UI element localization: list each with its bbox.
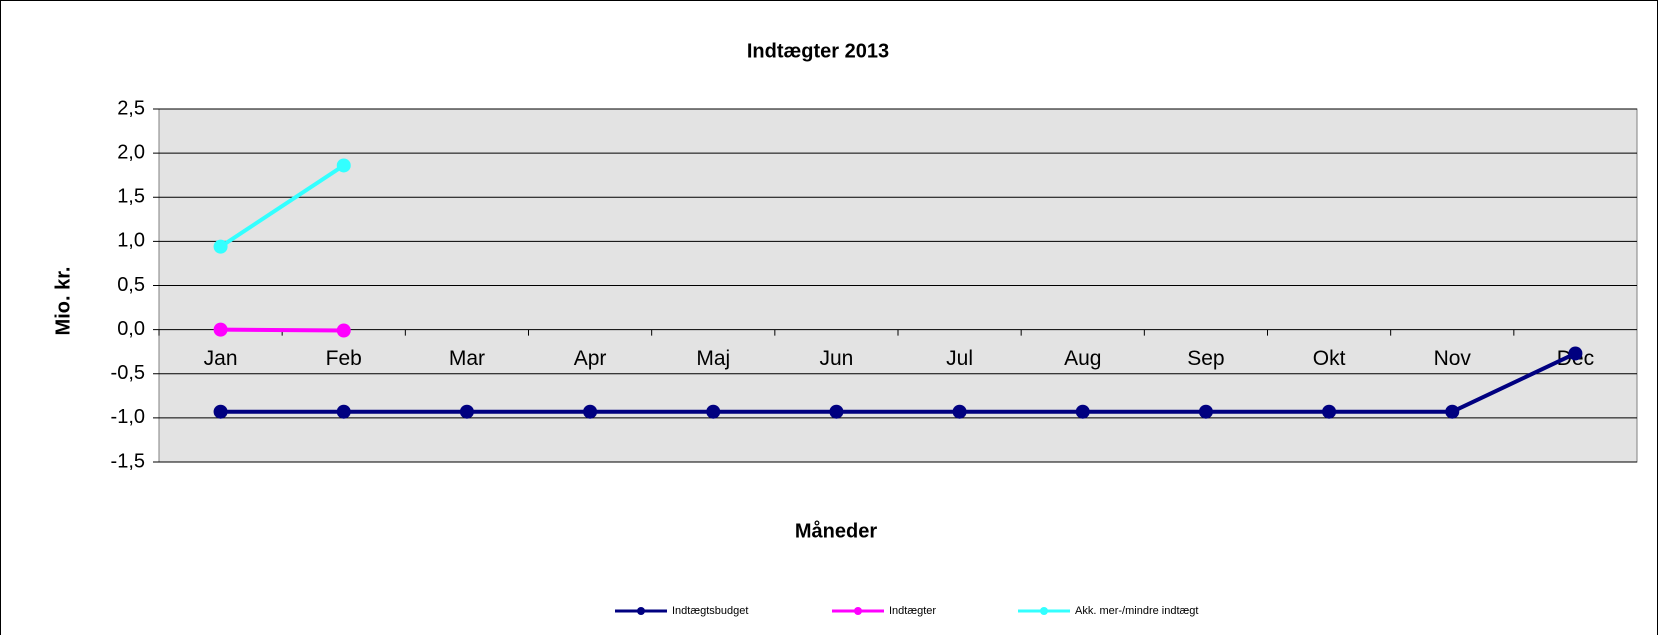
x-tick-label: Jun: [819, 347, 853, 370]
data-point: [1075, 404, 1090, 419]
x-tick-label: Apr: [574, 347, 607, 370]
data-point: [213, 404, 228, 419]
series-line: [220, 327, 344, 333]
x-tick-label: Mar: [449, 347, 485, 370]
series-line: [220, 351, 1577, 414]
data-point: [952, 404, 967, 419]
y-tick-label: -0,5: [111, 362, 145, 384]
x-axis-label: Måneder: [795, 519, 877, 542]
legend-label: Akk. mer-/mindre indtægt: [1075, 605, 1198, 617]
chart-title: Indtægter 2013: [747, 40, 889, 62]
legend-label: Indtægtsbudget: [672, 605, 748, 617]
data-point: [336, 323, 351, 338]
x-tick-label: Feb: [326, 347, 362, 370]
data-point: [459, 404, 474, 419]
data-point: [213, 239, 228, 254]
x-tick-label: Okt: [1313, 347, 1346, 370]
y-tick-label: 0,0: [117, 318, 145, 340]
x-tick-label: Jan: [204, 347, 238, 370]
series-line: [219, 163, 345, 249]
y-tick-label: 2,5: [117, 97, 145, 119]
legend-marker: [1040, 607, 1048, 615]
data-point: [829, 404, 844, 419]
data-point: [213, 322, 228, 337]
legend-marker: [854, 607, 862, 615]
data-point: [1568, 346, 1583, 361]
y-tick-label: -1,0: [111, 406, 145, 428]
data-point: [706, 404, 721, 419]
legend-marker: [637, 607, 645, 615]
y-tick-label: -1,5: [111, 450, 145, 472]
y-tick-label: 1,0: [117, 230, 145, 252]
data-point: [1322, 404, 1337, 419]
x-tick-label: Maj: [696, 347, 730, 370]
data-point: [336, 158, 351, 173]
x-tick-label: Sep: [1187, 347, 1224, 370]
data-point: [1198, 404, 1213, 419]
legend-label: Indtægter: [889, 605, 936, 617]
data-point: [336, 404, 351, 419]
y-tick-label: 2,0: [117, 141, 145, 163]
y-axis-label: Mio. kr.: [52, 267, 74, 336]
x-tick-label: Jul: [946, 347, 973, 370]
y-tick-label: 1,5: [117, 186, 145, 208]
y-tick-label: 0,5: [117, 274, 145, 296]
data-point: [583, 404, 598, 419]
x-tick-label: Aug: [1064, 347, 1101, 370]
data-point: [1445, 404, 1460, 419]
x-tick-label: Nov: [1434, 347, 1472, 370]
